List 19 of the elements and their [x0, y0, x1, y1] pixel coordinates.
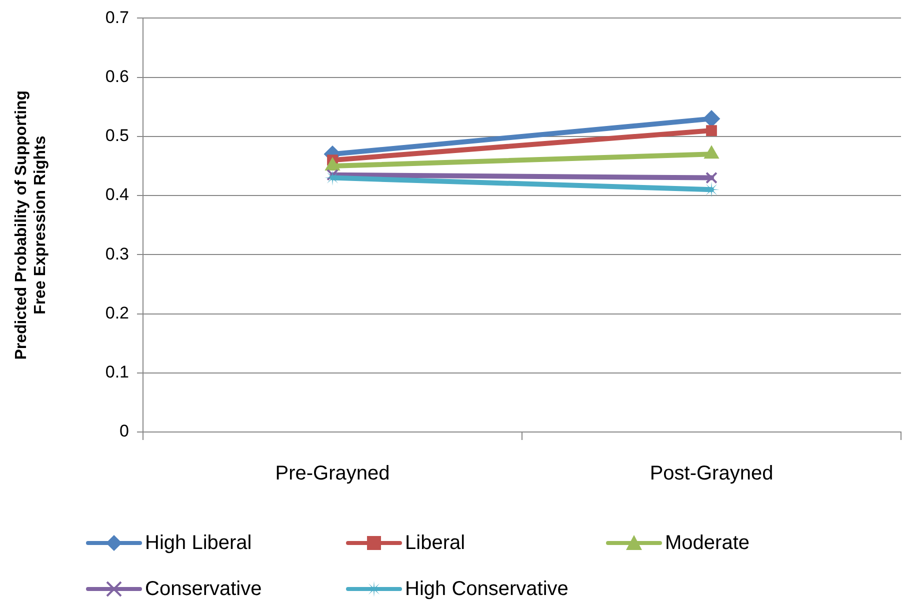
- x-tick-label: Pre-Grayned: [275, 462, 390, 485]
- legend-label: High Conservative: [405, 578, 568, 600]
- x-tick-label: Post-Grayned: [650, 462, 774, 485]
- y-tick-label: 0.7: [105, 8, 129, 27]
- legend-label: Conservative: [145, 578, 262, 600]
- legend-label: Moderate: [665, 532, 750, 554]
- y-tick-label: 0.6: [105, 67, 129, 86]
- legend-label: High Liberal: [145, 532, 252, 554]
- point: [706, 172, 718, 184]
- y-tick-label: 0.1: [105, 362, 129, 382]
- point: [703, 110, 720, 128]
- legend-label: Liberal: [405, 532, 466, 554]
- y-tick-label: 0.2: [105, 303, 129, 322]
- y-tick-label: 0.3: [105, 244, 129, 264]
- y-tick-label: 0.4: [105, 185, 129, 204]
- y-tick-label: 0.5: [105, 126, 129, 146]
- point: [706, 125, 717, 136]
- y-axis-title: Predicted Probability of Supporting Free Expression Rights: [13, 90, 50, 360]
- y-tick-label: 0: [120, 422, 129, 441]
